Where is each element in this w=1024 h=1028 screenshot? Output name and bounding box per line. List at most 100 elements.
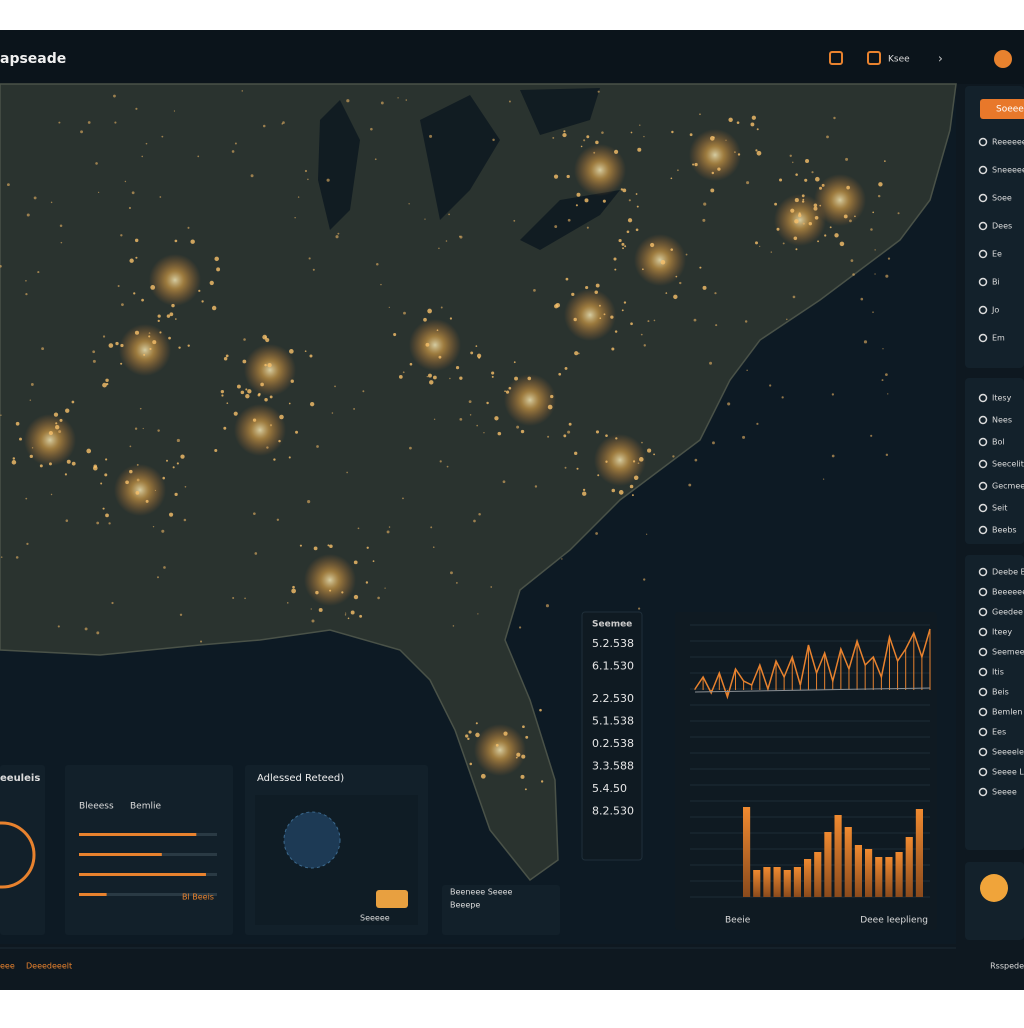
sidebar-item[interactable]: Reeeeee [992, 138, 1024, 147]
item-icon[interactable] [978, 787, 988, 797]
light [424, 218, 426, 220]
light [458, 235, 461, 238]
item-icon[interactable] [978, 503, 988, 513]
item-icon[interactable] [978, 333, 988, 343]
light [245, 393, 250, 399]
icon[interactable] [829, 51, 843, 65]
sidebar-item[interactable]: Gecmeee [992, 482, 1024, 491]
item-icon[interactable] [978, 165, 988, 175]
sidebar-item[interactable]: Beeeeee [992, 588, 1024, 597]
light [253, 512, 256, 515]
light [105, 382, 109, 386]
light [113, 94, 116, 98]
light [598, 304, 601, 307]
item-icon[interactable] [978, 415, 988, 425]
light [801, 200, 805, 203]
light [627, 218, 633, 223]
sidebar-item[interactable]: Jo [991, 306, 999, 315]
sidebar-item[interactable]: Beis [992, 688, 1009, 697]
chevron[interactable]: › [938, 52, 943, 66]
sidebar-item[interactable]: Bol [992, 438, 1005, 447]
light [562, 132, 567, 138]
light [370, 127, 373, 131]
item-icon[interactable] [978, 137, 988, 147]
light [468, 400, 472, 404]
sidebar-item[interactable]: Dees [992, 222, 1012, 231]
light [622, 188, 627, 193]
header-button[interactable]: Ksee [888, 55, 910, 65]
light [653, 453, 656, 456]
sidebar-button-label[interactable]: Soeee [996, 105, 1024, 115]
sidebar-item[interactable]: Deebe Bell [992, 568, 1024, 577]
sidebar-item[interactable]: Geedee [992, 608, 1023, 617]
light [615, 437, 618, 440]
city-glow [564, 289, 616, 341]
sidebar-item[interactable]: Bi [992, 278, 1000, 287]
item-icon[interactable] [978, 567, 988, 577]
light [781, 396, 784, 399]
light [162, 476, 165, 480]
sidebar-item[interactable]: Soee [992, 194, 1012, 203]
sidebar-item[interactable]: Bemlen [992, 708, 1022, 717]
light [211, 305, 217, 311]
item-icon[interactable] [978, 687, 988, 697]
item-icon[interactable] [978, 437, 988, 447]
sidebar-item[interactable]: Seeee Lee [992, 768, 1024, 777]
item-icon[interactable] [978, 393, 988, 403]
item-icon[interactable] [978, 305, 988, 315]
item-icon[interactable] [978, 459, 988, 469]
item-icon[interactable] [978, 587, 988, 597]
item-icon[interactable] [978, 277, 988, 287]
light [409, 362, 413, 366]
light [802, 222, 805, 225]
sidebar-item[interactable]: Ee [992, 250, 1002, 259]
item-icon[interactable] [978, 627, 988, 637]
light [174, 492, 178, 496]
item-icon[interactable] [978, 481, 988, 491]
icon[interactable] [867, 51, 881, 65]
sidebar-item[interactable]: Em [992, 334, 1005, 343]
sidebar-item[interactable]: Beebs [992, 526, 1017, 535]
light [166, 459, 168, 462]
light [145, 142, 148, 145]
item-icon[interactable] [978, 727, 988, 737]
light [344, 614, 347, 616]
item-icon[interactable] [978, 193, 988, 203]
sidebar-button[interactable] [980, 99, 1024, 119]
footer-text: Rsspede [990, 962, 1024, 971]
item-icon[interactable] [978, 525, 988, 535]
light [86, 448, 92, 454]
item-icon[interactable] [978, 249, 988, 259]
light [446, 465, 449, 468]
item-icon[interactable] [978, 667, 988, 677]
item-icon[interactable] [978, 221, 988, 231]
avatar[interactable] [994, 50, 1012, 68]
sidebar-item[interactable]: Sneeeee [992, 166, 1024, 175]
sidebar-item[interactable]: Seit [992, 504, 1007, 513]
item-icon[interactable] [978, 647, 988, 657]
sidebar-item[interactable]: Ees [992, 728, 1006, 737]
light [37, 271, 40, 274]
light [405, 99, 408, 101]
sidebar-item[interactable]: Seecelit [992, 460, 1024, 469]
sidebar-item[interactable]: Nees [992, 416, 1012, 425]
x-label: Deee Ieeplieng [860, 916, 928, 926]
city-glow [474, 724, 526, 776]
light [432, 546, 435, 549]
light [108, 522, 111, 525]
light [564, 466, 567, 469]
header-bar [0, 30, 1024, 84]
light [450, 571, 453, 575]
sidebar-item[interactable]: Iteey [992, 628, 1012, 637]
light [884, 160, 886, 162]
sidebar-item[interactable]: Itis [992, 668, 1004, 677]
item-icon[interactable] [978, 607, 988, 617]
sidebar-item[interactable]: Seeee [992, 788, 1017, 797]
sidebar-item[interactable]: Seemee [992, 648, 1024, 657]
item-icon[interactable] [978, 707, 988, 717]
sidebar-item[interactable]: Seeeele [992, 748, 1024, 757]
sidebar-item[interactable]: Itesy [992, 394, 1012, 403]
item-icon[interactable] [978, 747, 988, 757]
action-icon[interactable] [980, 874, 1008, 902]
item-icon[interactable] [978, 767, 988, 777]
